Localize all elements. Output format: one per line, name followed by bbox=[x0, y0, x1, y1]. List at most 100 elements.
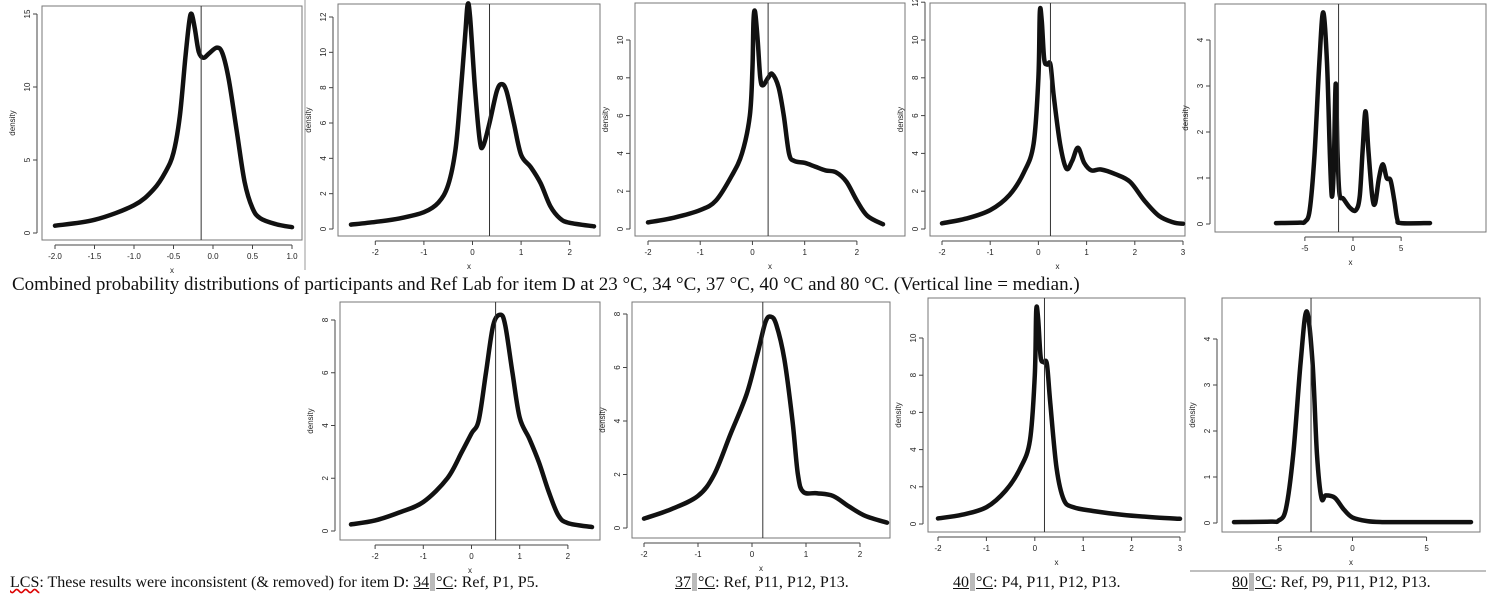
y-tick-label: 0 bbox=[23, 230, 32, 235]
x-tick-label: -2 bbox=[938, 248, 946, 257]
plot-frame bbox=[1221, 297, 1481, 533]
footnote-list-37: : Ref, P11, P12, P13. bbox=[715, 574, 849, 591]
x-tick-label: -1 bbox=[420, 248, 428, 257]
density-plot-1: -2.0 -1.5 -1.0 -0.5 0.0 0.5 1.0 x 0 5 10 15 density bbox=[8, 5, 303, 275]
density-plot-3: -2 -1 0 1 2 x 0 2 4 6 8 10 density bbox=[601, 2, 906, 271]
footnote-temp-40: 40 bbox=[953, 574, 969, 591]
x-tick-label: 2 bbox=[566, 552, 571, 561]
y-tick-label: 8 bbox=[319, 85, 328, 90]
y-tick-label: 12 bbox=[911, 0, 920, 7]
footnote-prefix: LCS bbox=[10, 574, 40, 591]
x-tick-label: -1.0 bbox=[127, 252, 141, 261]
y-tick-label: 6 bbox=[911, 113, 920, 118]
y-tick-label: 0 bbox=[909, 521, 918, 526]
y-tick-label: 6 bbox=[613, 365, 622, 370]
y-tick-label: 0 bbox=[321, 528, 330, 533]
plot-frame bbox=[339, 301, 601, 541]
highlight-mark bbox=[1249, 573, 1254, 591]
y-axis-label: density bbox=[1188, 402, 1197, 427]
x-tick-label: -2 bbox=[640, 550, 648, 559]
density-curve bbox=[935, 304, 1183, 522]
x-tick-label: 0 bbox=[750, 550, 755, 559]
x-tick-label: -2 bbox=[372, 552, 380, 561]
y-tick-label: 10 bbox=[909, 333, 918, 342]
x-tick-label: 0 bbox=[469, 552, 474, 561]
x-tick-label: 3 bbox=[1181, 248, 1186, 257]
x-tick-label: 0.5 bbox=[247, 252, 259, 261]
y-tick-label: 2 bbox=[616, 188, 625, 193]
y-axis-label: density bbox=[8, 110, 17, 135]
x-tick-label: 5 bbox=[1399, 244, 1404, 253]
y-tick-label: 2 bbox=[613, 472, 622, 477]
highlight-mark bbox=[430, 573, 436, 591]
footnote-temp-34: 34 bbox=[413, 574, 430, 591]
y-tick-label: 10 bbox=[911, 35, 920, 44]
y-tick-label: 15 bbox=[23, 9, 32, 18]
x-tick-label: 5 bbox=[1424, 544, 1429, 553]
y-tick-label: 6 bbox=[319, 120, 328, 125]
x-axis-label: x bbox=[1349, 258, 1353, 267]
footnote-item-80: 80 °C: Ref, P9, P11, P12, P13. bbox=[1232, 573, 1431, 592]
density-curve bbox=[645, 8, 886, 227]
plot-frame bbox=[41, 5, 303, 241]
y-tick-label: 1 bbox=[1203, 474, 1212, 479]
figure-caption: Combined probability distributions of pa… bbox=[12, 274, 1080, 295]
footnote-list-34: : Ref, P1, P5. bbox=[453, 574, 539, 591]
x-tick-label: 2 bbox=[858, 550, 863, 559]
y-tick-label: 4 bbox=[321, 423, 330, 428]
x-tick-label: -5 bbox=[1301, 244, 1309, 253]
x-tick-label: 1 bbox=[804, 550, 809, 559]
y-tick-label: 2 bbox=[1196, 129, 1205, 134]
y-tick-label: 0 bbox=[319, 226, 328, 231]
x-tick-label: 0 bbox=[1036, 248, 1041, 257]
y-tick-label: 0 bbox=[911, 226, 920, 231]
footnote-list-40: : P4, P11, P12, P13. bbox=[993, 574, 1121, 591]
x-tick-label: -2 bbox=[934, 544, 942, 553]
x-tick-label: 0.0 bbox=[207, 252, 219, 261]
y-axis-label: density bbox=[1181, 105, 1190, 130]
plot-frame bbox=[631, 301, 891, 539]
plot-frame bbox=[337, 3, 601, 237]
plot-frame bbox=[1214, 3, 1487, 233]
density-curve bbox=[1273, 10, 1433, 226]
y-tick-label: 2 bbox=[319, 191, 328, 196]
y-tick-label: 6 bbox=[616, 113, 625, 118]
y-axis-label: density bbox=[894, 402, 903, 427]
x-tick-label: 0 bbox=[1033, 544, 1038, 553]
y-tick-label: 6 bbox=[909, 410, 918, 415]
plot-frame bbox=[927, 297, 1186, 533]
y-tick-label: 0 bbox=[1196, 221, 1205, 226]
x-axis-label: x bbox=[1349, 558, 1353, 567]
x-tick-label: -1 bbox=[987, 248, 995, 257]
x-tick-label: 1 bbox=[802, 248, 807, 257]
x-axis-label: x bbox=[467, 262, 471, 271]
x-tick-label: 0 bbox=[470, 248, 475, 257]
y-tick-label: 8 bbox=[613, 311, 622, 316]
y-tick-label: 4 bbox=[911, 151, 920, 156]
y-tick-label: 2 bbox=[321, 475, 330, 480]
highlight-mark bbox=[970, 573, 975, 591]
y-tick-label: 2 bbox=[911, 188, 920, 193]
x-axis-label: x bbox=[1056, 262, 1060, 271]
x-tick-label: -1 bbox=[697, 248, 705, 257]
x-tick-label: -1.5 bbox=[88, 252, 102, 261]
x-axis-label: x bbox=[768, 262, 772, 271]
y-tick-label: 4 bbox=[616, 151, 625, 156]
x-tick-label: 0 bbox=[750, 248, 755, 257]
x-tick-label: 1 bbox=[517, 552, 522, 561]
density-curve bbox=[1231, 309, 1474, 525]
y-tick-label: 3 bbox=[1203, 382, 1212, 387]
y-axis-label: density bbox=[896, 107, 905, 132]
y-tick-label: 4 bbox=[909, 447, 918, 452]
footnote-unit: °C bbox=[976, 574, 994, 591]
y-tick-label: 10 bbox=[616, 35, 625, 44]
footnote-temp-80: 80 bbox=[1232, 574, 1248, 591]
plot-frame bbox=[929, 2, 1186, 237]
footnote-intro: LCS: These results were inconsistent (& … bbox=[10, 573, 539, 592]
x-tick-label: 1.0 bbox=[286, 252, 298, 261]
footnote-item-40: 40 °C: P4, P11, P12, P13. bbox=[953, 573, 1121, 592]
y-axis-label: density bbox=[601, 107, 610, 132]
x-tick-label: -1 bbox=[420, 552, 428, 561]
